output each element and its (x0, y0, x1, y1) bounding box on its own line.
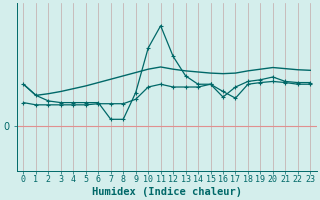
X-axis label: Humidex (Indice chaleur): Humidex (Indice chaleur) (92, 186, 242, 197)
